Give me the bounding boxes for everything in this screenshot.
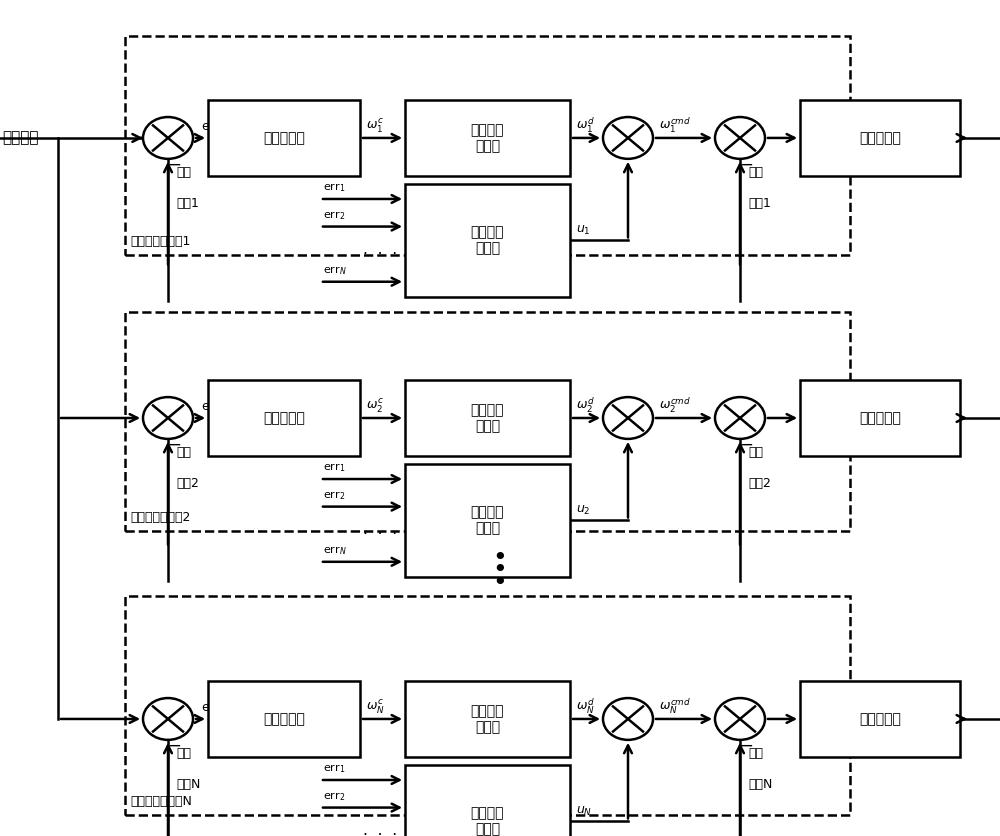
Text: 反馈2: 反馈2 — [176, 477, 199, 491]
Text: 反馈1: 反馈1 — [176, 197, 199, 211]
FancyBboxPatch shape — [405, 380, 570, 456]
Text: 位置协调控制全2: 位置协调控制全2 — [130, 511, 190, 524]
Text: err$_2$: err$_2$ — [323, 209, 345, 222]
Text: 速度: 速度 — [748, 166, 763, 179]
Text: err$_2$: err$_2$ — [323, 790, 345, 803]
Text: 位置协调控制全1: 位置协调控制全1 — [130, 235, 190, 248]
Text: $u_1$: $u_1$ — [576, 224, 591, 237]
Text: 速度指令
限幅器: 速度指令 限幅器 — [471, 704, 504, 734]
Text: •: • — [493, 571, 507, 594]
Text: 位置控制器: 位置控制器 — [263, 131, 305, 145]
Text: $\omega_N^c$: $\omega_N^c$ — [366, 698, 385, 716]
Text: 速度指令
限幅器: 速度指令 限幅器 — [471, 123, 504, 153]
Text: 速度: 速度 — [748, 446, 763, 459]
Text: $\omega_1^c$: $\omega_1^c$ — [366, 117, 384, 135]
Text: −: − — [739, 436, 753, 454]
Text: $\omega_1^{cmd}$: $\omega_1^{cmd}$ — [659, 115, 691, 135]
Text: 位置: 位置 — [176, 446, 191, 459]
Text: $\omega_2^{cmd}$: $\omega_2^{cmd}$ — [659, 395, 691, 415]
Text: 反馈N: 反馈N — [176, 778, 200, 792]
Text: 误差补偿
控制器: 误差补偿 控制器 — [471, 225, 504, 256]
Circle shape — [603, 698, 653, 740]
Text: $\omega_1^d$: $\omega_1^d$ — [576, 115, 595, 135]
Text: −: − — [167, 436, 181, 454]
Text: ·  ·  ·: · · · — [363, 527, 397, 542]
FancyBboxPatch shape — [405, 464, 570, 577]
Text: $u_2$: $u_2$ — [576, 504, 591, 517]
FancyBboxPatch shape — [208, 681, 360, 757]
Text: 误差补偿
控制器: 误差补偿 控制器 — [471, 806, 504, 836]
Text: 速度控制器: 速度控制器 — [859, 712, 901, 726]
FancyBboxPatch shape — [208, 100, 360, 176]
Text: 反馈2: 反馈2 — [748, 477, 771, 491]
Text: 位置: 位置 — [176, 747, 191, 760]
Text: 速度控制器: 速度控制器 — [859, 411, 901, 425]
Text: $\omega_2^d$: $\omega_2^d$ — [576, 395, 595, 415]
Circle shape — [715, 397, 765, 439]
Text: err$_2$: err$_2$ — [323, 489, 345, 502]
FancyBboxPatch shape — [800, 380, 960, 456]
Circle shape — [143, 117, 193, 159]
Text: •: • — [493, 558, 507, 582]
Text: err$_N$: err$_N$ — [323, 264, 347, 277]
Text: −: − — [739, 737, 753, 755]
FancyBboxPatch shape — [405, 184, 570, 297]
Text: err$_1$: err$_1$ — [323, 181, 345, 194]
FancyBboxPatch shape — [405, 681, 570, 757]
Circle shape — [715, 698, 765, 740]
Text: err$_N$: err$_N$ — [201, 701, 227, 716]
FancyBboxPatch shape — [405, 100, 570, 176]
Circle shape — [143, 698, 193, 740]
Circle shape — [603, 117, 653, 159]
Text: 反馈N: 反馈N — [748, 778, 772, 792]
Text: $\omega_N^d$: $\omega_N^d$ — [576, 696, 595, 716]
Text: ·  ·  ·: · · · — [363, 828, 397, 836]
FancyBboxPatch shape — [405, 765, 570, 836]
Text: err$_1$: err$_1$ — [201, 120, 226, 135]
FancyBboxPatch shape — [800, 681, 960, 757]
Text: err$_N$: err$_N$ — [323, 544, 347, 557]
Text: err$_2$: err$_2$ — [201, 400, 226, 415]
Text: −: − — [167, 155, 181, 174]
Circle shape — [603, 397, 653, 439]
Text: 速度指令
限幅器: 速度指令 限幅器 — [471, 403, 504, 433]
Text: 位置: 位置 — [176, 166, 191, 179]
Text: 位置控制器: 位置控制器 — [263, 712, 305, 726]
Text: 误差补偿
控制器: 误差补偿 控制器 — [471, 505, 504, 536]
Text: 反馈1: 反馈1 — [748, 197, 771, 211]
Text: ·  ·  ·: · · · — [363, 247, 397, 262]
Text: $\omega_N^{cmd}$: $\omega_N^{cmd}$ — [659, 696, 691, 716]
Text: $u_N$: $u_N$ — [576, 805, 592, 818]
Text: −: − — [739, 155, 753, 174]
Text: 位置协调控制器N: 位置协调控制器N — [130, 795, 192, 808]
Text: err$_1$: err$_1$ — [323, 461, 345, 474]
Text: err$_1$: err$_1$ — [323, 762, 345, 775]
Text: 速度: 速度 — [748, 747, 763, 760]
Text: −: − — [167, 737, 181, 755]
FancyBboxPatch shape — [208, 380, 360, 456]
Circle shape — [715, 117, 765, 159]
Circle shape — [143, 397, 193, 439]
Text: 位置控制器: 位置控制器 — [263, 411, 305, 425]
Text: $\omega_2^c$: $\omega_2^c$ — [366, 397, 384, 415]
Text: 速度控制器: 速度控制器 — [859, 131, 901, 145]
FancyBboxPatch shape — [800, 100, 960, 176]
Text: •: • — [493, 546, 507, 569]
Text: 位置指令: 位置指令 — [2, 130, 38, 145]
